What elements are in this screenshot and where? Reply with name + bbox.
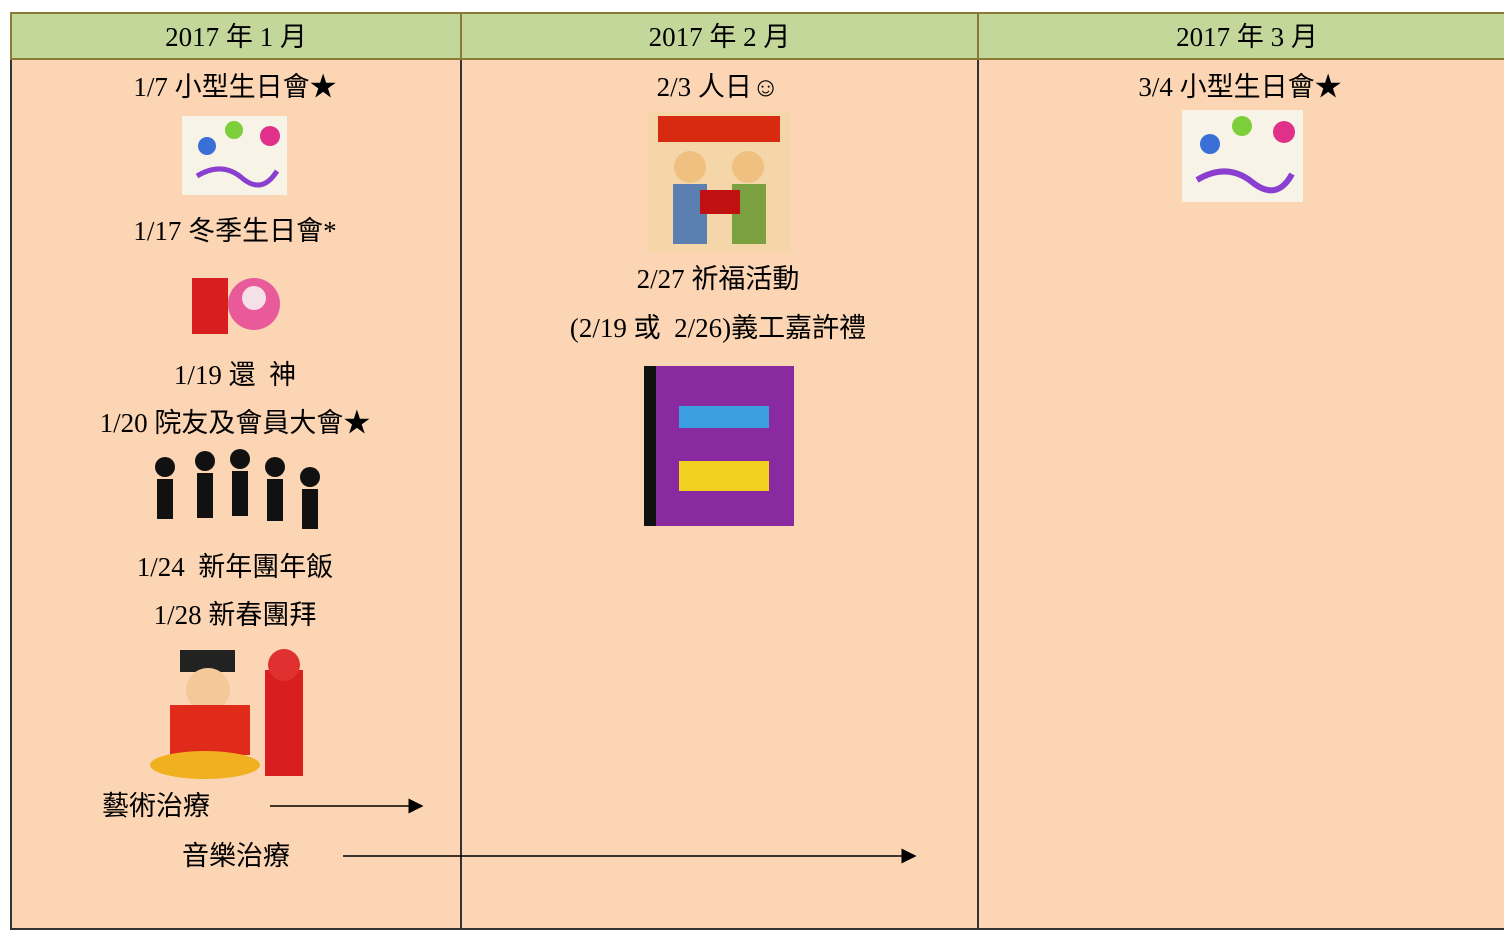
event: 1/28 新春團拜 (153, 600, 317, 630)
header: 2017 年 3 月 (977, 12, 1504, 60)
event: 3/4 小型生日會★ (1138, 72, 1342, 102)
event: 1/19 還 神 (173, 360, 297, 390)
header: 2017 年 1 月 (10, 12, 462, 60)
event: 1/24 新年團年飯 (136, 552, 334, 582)
event: 1/7 小型生日會★ (133, 72, 337, 102)
meeting-image (155, 449, 320, 529)
event: 1/20 院友及會員大會★ (99, 408, 371, 438)
event: 2/3 人日☺ (656, 72, 780, 102)
arrow-label: 音樂治療 (182, 841, 290, 871)
longevity-image (170, 268, 298, 345)
event: (2/19 或 2/26)義工嘉許禮 (569, 313, 867, 343)
birthday-image (1182, 110, 1303, 202)
event: 2/27 祈福活動 (636, 264, 800, 294)
header: 2017 年 2 月 (460, 12, 979, 60)
blessing-image (644, 366, 794, 526)
renri-image (648, 112, 790, 252)
event: 1/17 冬季生日會* (133, 216, 337, 246)
god-of-wealth-image (150, 649, 303, 779)
arrow-label: 藝術治療 (102, 791, 210, 821)
birthday-image (182, 116, 287, 195)
